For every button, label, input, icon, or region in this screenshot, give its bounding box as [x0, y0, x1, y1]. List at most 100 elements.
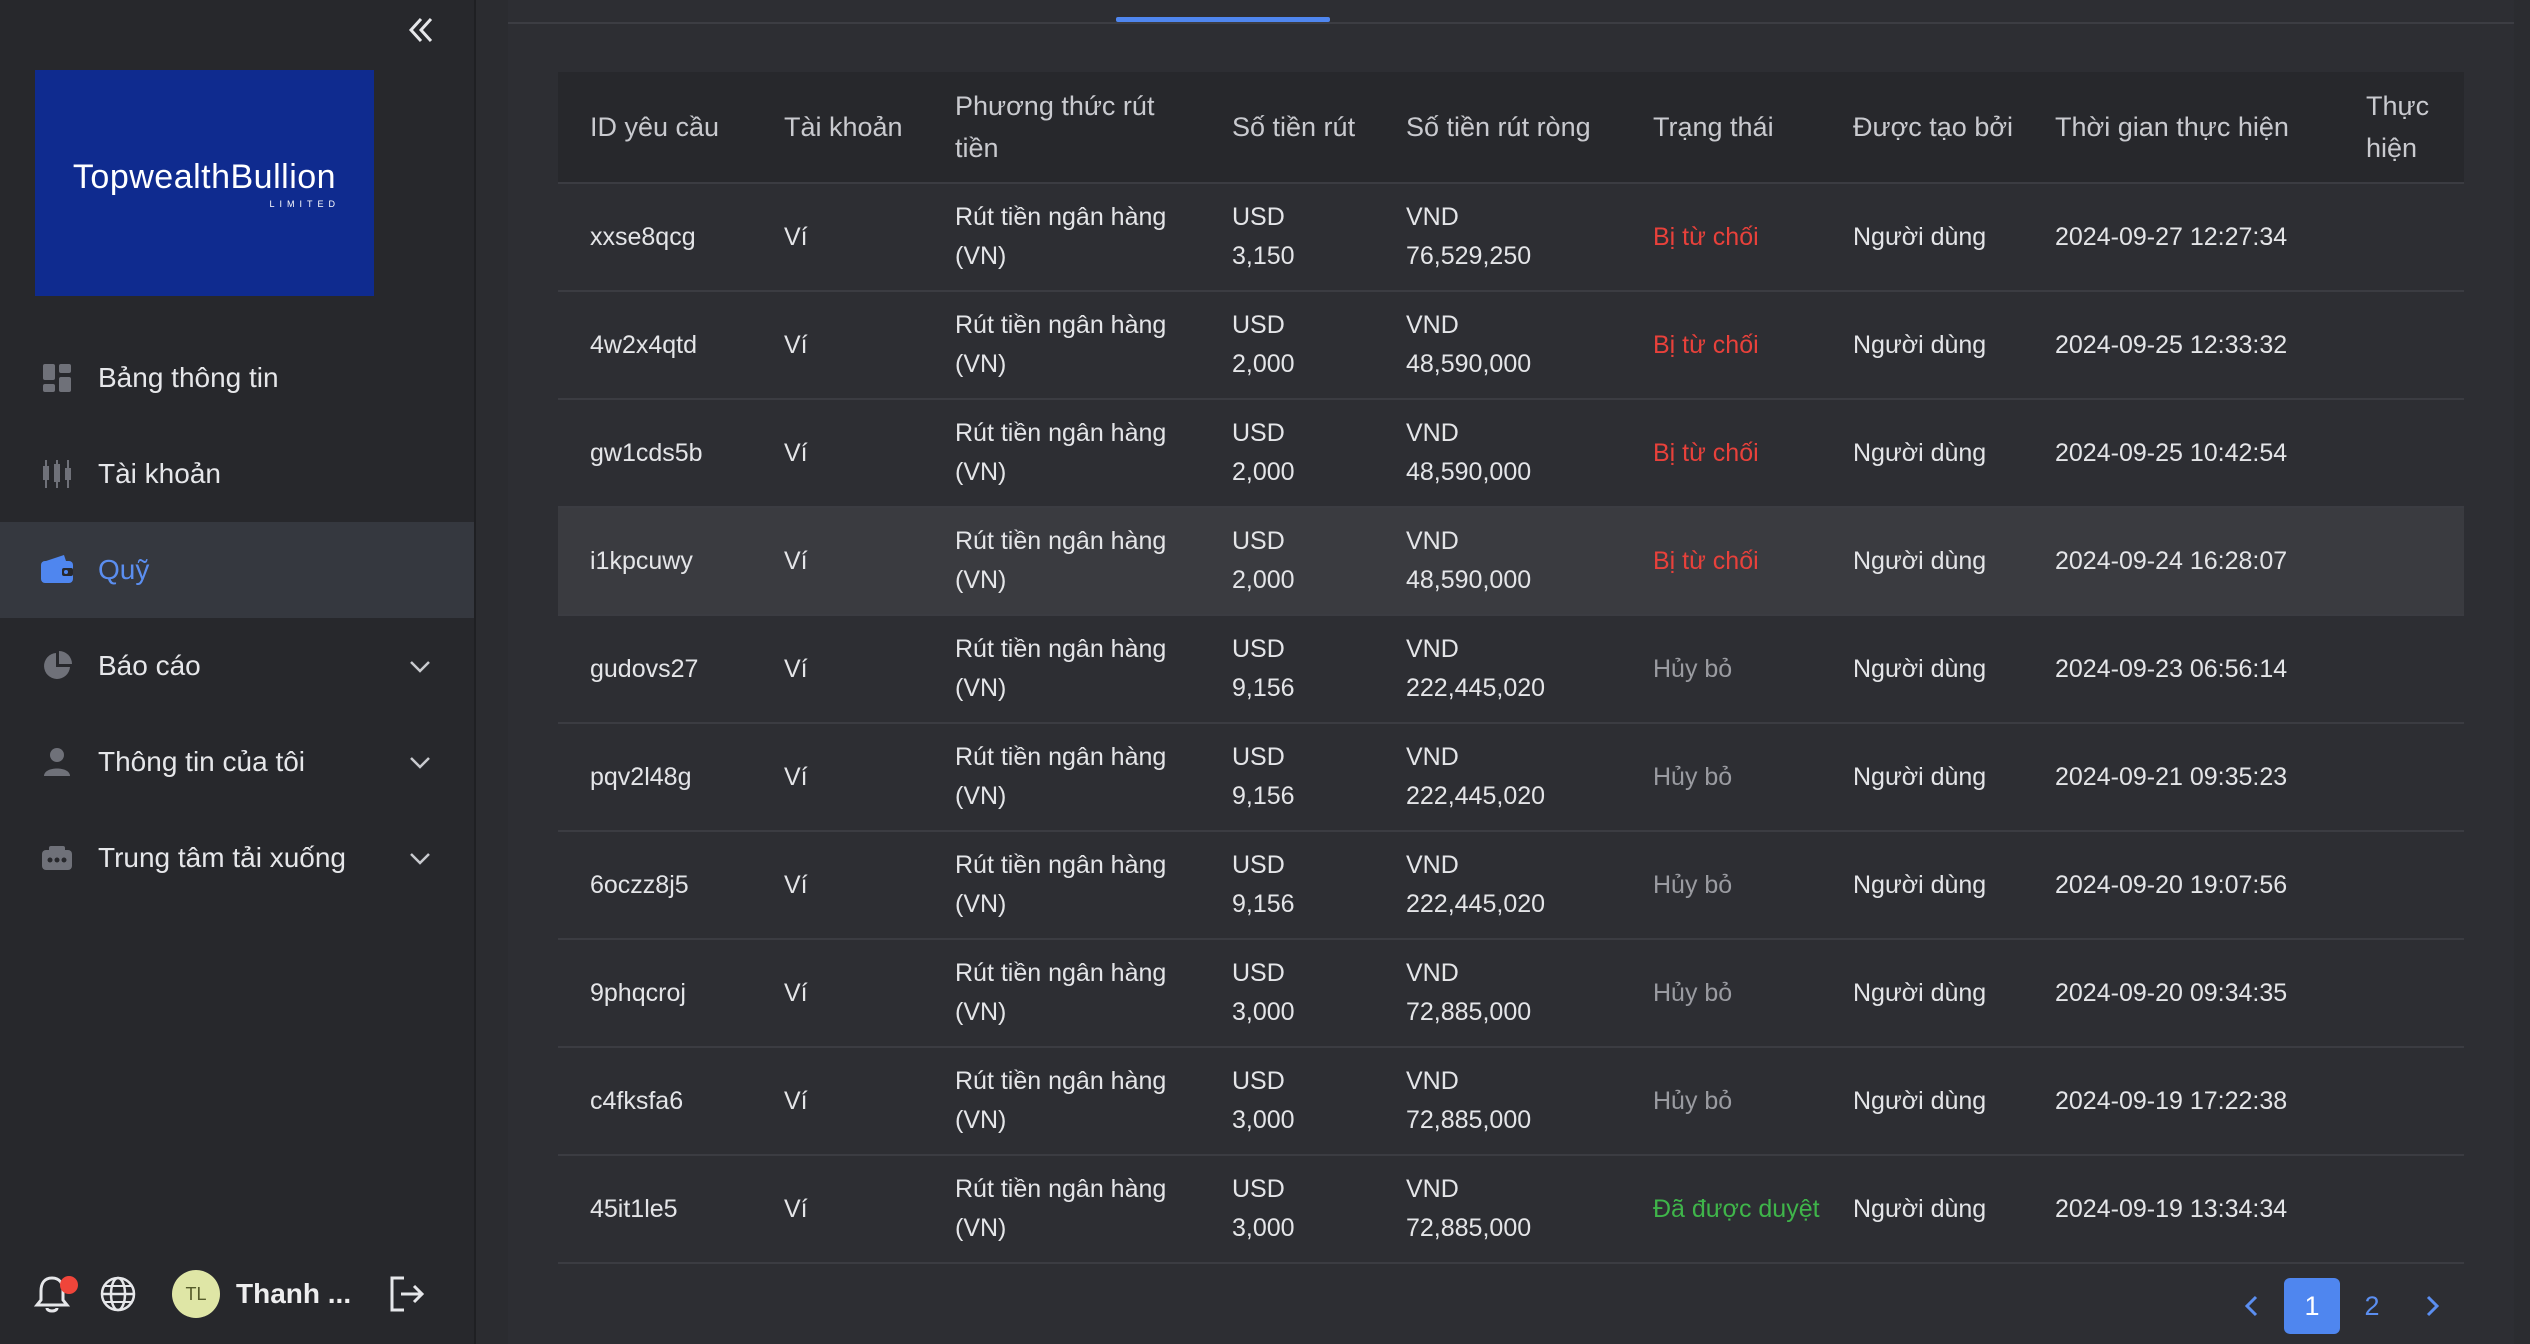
status-badge: Hủy bỏ [1653, 978, 1733, 1007]
tab-bar-divider [508, 22, 2514, 24]
amount-value: 3,150 [1232, 242, 1295, 270]
logout-button[interactable] [386, 1273, 428, 1315]
table-row[interactable]: 9phqcroj Ví Rút tiền ngân hàng (VN) USD 3,00… [558, 940, 2464, 1048]
created-by: Người dùng [1853, 546, 1987, 575]
collapse-sidebar-button[interactable] [398, 8, 442, 52]
execution-time: 2024-09-20 09:34:35 [2055, 978, 2288, 1007]
withdrawal-method: Rút tiền ngân hàng (VN) [955, 419, 1167, 486]
user-icon [40, 745, 74, 779]
sidebar-item-reports[interactable]: Báo cáo [0, 618, 474, 714]
created-by: Người dùng [1853, 1194, 1987, 1223]
net-value: 48,590,000 [1406, 350, 1532, 378]
status-badge: Đã được duyệt [1653, 1194, 1820, 1223]
table-row[interactable]: xxse8qcg Ví Rút tiền ngân hàng (VN) USD 3,15… [558, 184, 2464, 292]
request-id: gudovs27 [590, 654, 699, 683]
execution-time: 2024-09-23 06:56:14 [2055, 654, 2288, 683]
amount-currency: USD [1232, 203, 1285, 231]
table-row[interactable]: 45it1le5 Ví Rút tiền ngân hàng (VN) USD 3,00… [558, 1156, 2464, 1264]
net-currency: VND [1406, 959, 1459, 987]
sidebar-item-download-center[interactable]: Trung tâm tải xuống [0, 810, 474, 906]
column-header-account: Tài khoản [784, 112, 903, 142]
amount-value: 9,156 [1232, 890, 1295, 918]
account-type: Ví [784, 222, 808, 251]
amount-value: 3,000 [1232, 1106, 1295, 1134]
bell-icon [33, 1276, 71, 1313]
withdrawal-amount: USD 2,000 [1200, 522, 1374, 600]
download-box-icon [40, 841, 74, 875]
table-header: ID yêu cầu Tài khoản Phương thức rút tiề… [558, 72, 2464, 184]
amount-value: 2,000 [1232, 458, 1295, 486]
amount-currency: USD [1232, 527, 1285, 555]
amount-value: 3,000 [1232, 998, 1295, 1026]
net-amount: VND 222,445,020 [1374, 630, 1621, 708]
created-by: Người dùng [1853, 978, 1987, 1007]
net-currency: VND [1406, 1067, 1459, 1095]
column-header-action: Thực hiện [2366, 91, 2430, 163]
withdrawal-method: Rút tiền ngân hàng (VN) [955, 1175, 1167, 1242]
withdrawal-amount: USD 2,000 [1200, 414, 1374, 492]
wallet-icon [40, 553, 74, 587]
status-badge: Bị từ chối [1653, 438, 1759, 467]
page-button-2[interactable]: 2 [2364, 1290, 2380, 1321]
execution-time: 2024-09-19 13:34:34 [2055, 1194, 2288, 1223]
chevron-right-icon [2426, 1295, 2440, 1317]
table-row[interactable]: c4fksfa6 Ví Rút tiền ngân hàng (VN) USD 3,00… [558, 1048, 2464, 1156]
status-badge: Bị từ chối [1653, 330, 1759, 359]
net-amount: VND 48,590,000 [1374, 522, 1621, 600]
table-row[interactable]: i1kpcuwy Ví Rút tiền ngân hàng (VN) USD 2,00… [558, 508, 2464, 616]
net-value: 222,445,020 [1406, 782, 1546, 810]
request-id: i1kpcuwy [590, 546, 693, 575]
withdrawal-amount: USD 3,150 [1200, 198, 1374, 276]
table-row[interactable]: gw1cds5b Ví Rút tiền ngân hàng (VN) USD 2,00… [558, 400, 2464, 508]
status-badge: Hủy bỏ [1653, 1086, 1733, 1115]
net-currency: VND [1406, 527, 1459, 555]
net-amount: VND 72,885,000 [1374, 1062, 1621, 1140]
net-currency: VND [1406, 743, 1459, 771]
account-type: Ví [784, 870, 808, 899]
column-header-method: Phương thức rút tiền [955, 91, 1155, 163]
avatar[interactable]: TL [172, 1270, 220, 1318]
net-value: 72,885,000 [1406, 1214, 1532, 1242]
created-by: Người dùng [1853, 870, 1987, 899]
account-type: Ví [784, 654, 808, 683]
sidebar-item-label: Bảng thông tin [98, 362, 279, 393]
table-row[interactable]: pqv2l48g Ví Rút tiền ngân hàng (VN) USD 9,15… [558, 724, 2464, 832]
chevron-left-icon [2244, 1295, 2258, 1317]
amount-currency: USD [1232, 1067, 1285, 1095]
withdrawal-method: Rút tiền ngân hàng (VN) [955, 1067, 1167, 1134]
table-row[interactable]: gudovs27 Ví Rút tiền ngân hàng (VN) USD 9,15… [558, 616, 2464, 724]
sidebar-item-label: Thông tin của tôi [98, 746, 306, 777]
amount-currency: USD [1232, 635, 1285, 663]
net-amount: VND 48,590,000 [1374, 414, 1621, 492]
table-row[interactable]: 6oczz8j5 Ví Rút tiền ngân hàng (VN) USD 9,15… [558, 832, 2464, 940]
created-by: Người dùng [1853, 222, 1987, 251]
table-row[interactable]: 4w2x4qtd Ví Rút tiền ngân hàng (VN) USD 2,00… [558, 292, 2464, 400]
request-id: 4w2x4qtd [590, 330, 698, 359]
amount-currency: USD [1232, 959, 1285, 987]
amount-currency: USD [1232, 743, 1285, 771]
amount-value: 9,156 [1232, 674, 1295, 702]
amount-value: 2,000 [1232, 350, 1295, 378]
sidebar-item-funds[interactable]: Quỹ [0, 522, 474, 618]
withdrawal-method: Rút tiền ngân hàng (VN) [955, 635, 1167, 702]
withdrawal-amount: USD 9,156 [1200, 846, 1374, 924]
sidebar-item-account[interactable]: Tài khoản [0, 426, 474, 522]
amount-currency: USD [1232, 851, 1285, 879]
page-button-1[interactable]: 1 [2284, 1278, 2340, 1334]
brand-logo[interactable]: TopwealthBullion LIMITED [35, 70, 374, 296]
request-id: 45it1le5 [590, 1194, 678, 1223]
username[interactable]: Thanh ... [236, 1278, 352, 1309]
language-button[interactable] [98, 1274, 138, 1314]
sidebar-item-dashboard[interactable]: Bảng thông tin [0, 330, 474, 426]
next-page-button[interactable] [2404, 1278, 2460, 1334]
withdrawals-table: ID yêu cầu Tài khoản Phương thức rút tiề… [558, 72, 2464, 1264]
chevron-down-icon [410, 757, 430, 769]
prev-page-button[interactable] [2224, 1278, 2280, 1334]
net-value: 76,529,250 [1406, 242, 1532, 270]
net-amount: VND 222,445,020 [1374, 738, 1621, 816]
notifications-button[interactable] [32, 1274, 78, 1314]
amount-currency: USD [1232, 1175, 1285, 1203]
withdrawal-amount: USD 2,000 [1200, 306, 1374, 384]
sidebar-item-my-info[interactable]: Thông tin của tôi [0, 714, 474, 810]
sidebar: TopwealthBullion LIMITED Bảng thông tin [0, 0, 476, 1344]
